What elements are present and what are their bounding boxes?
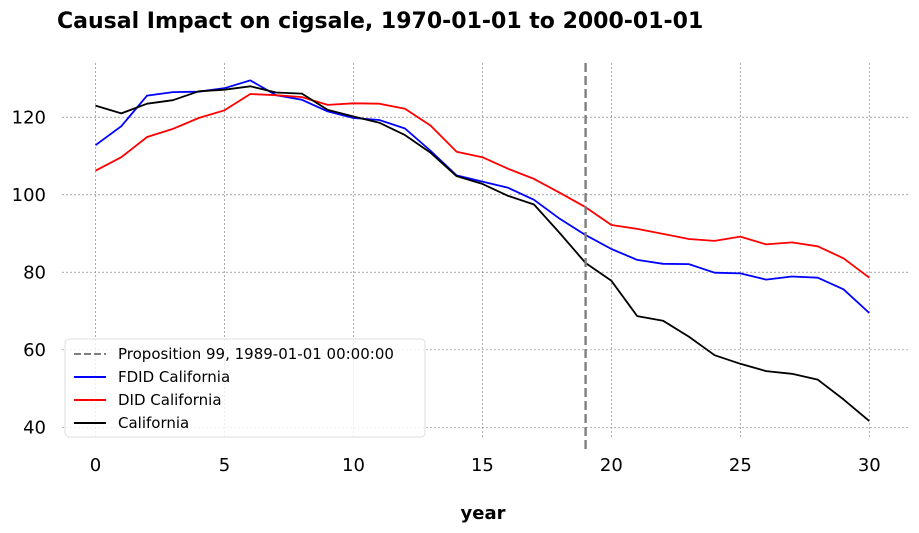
legend-label: FDID California [118,368,230,386]
series-line-california [95,85,870,422]
chart-title: Causal Impact on cigsale, 1970-01-01 to … [57,9,703,34]
x-axis-label: year [461,503,506,524]
y-tick-label: 100 [12,185,46,206]
series-lines [94,79,870,422]
x-tick-label: 15 [471,455,494,476]
x-tick-label: 10 [342,455,365,476]
x-tick-label: 5 [219,455,230,476]
legend-label: California [118,414,189,432]
x-tick-label: 20 [600,455,623,476]
x-tick-label: 30 [858,455,881,476]
legend: Proposition 99, 1989-01-01 00:00:00 FDID … [64,338,426,438]
legend-label: Proposition 99, 1989-01-01 00:00:00 [118,345,394,363]
y-tick-label: 40 [23,417,46,438]
x-tick-label: 25 [729,455,752,476]
y-axis-ticks: 40 60 80 100 120 [12,107,46,438]
legend-box [64,338,426,438]
y-tick-label: 120 [12,107,46,128]
x-tick-label: 0 [90,455,101,476]
y-tick-label: 80 [23,262,46,283]
y-tick-label: 60 [23,340,46,361]
legend-label: DID California [118,391,222,409]
x-axis-ticks: 0 5 10 15 20 25 30 [90,455,881,476]
series-line-fdid-california [94,79,870,314]
series-line-did-california [95,93,870,279]
